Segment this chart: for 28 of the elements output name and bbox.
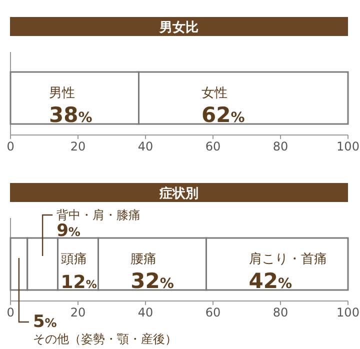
x-tick-label: 40 — [138, 306, 154, 320]
x-tick-label: 60 — [205, 306, 221, 320]
x-tick-label: 20 — [70, 140, 86, 154]
chart-title: 男女比 — [158, 20, 198, 36]
data-label: 38% — [48, 103, 92, 127]
x-tick-label: 40 — [138, 140, 154, 154]
data-label: 62% — [202, 103, 245, 127]
text: その他（姿勢・顎・産後） — [32, 332, 177, 346]
x-tick-label: 80 — [272, 306, 288, 320]
data-label: 5% — [32, 312, 57, 332]
x-tick-label: 60 — [205, 140, 221, 154]
x-tick-label: 100 — [336, 140, 360, 154]
x-tick-label: 0 — [6, 140, 14, 154]
series-label: 女性 — [202, 86, 228, 101]
data-label: 32% — [130, 269, 174, 293]
x-tick-label: 20 — [70, 306, 86, 320]
x-tick-label: 80 — [272, 140, 288, 154]
series-label: 背中・肩・膝痛 — [56, 208, 141, 222]
x-tick-label: 100 — [336, 306, 360, 320]
series-label: 腰痛 — [130, 252, 157, 267]
series-label: 肩こり・首痛 — [248, 251, 327, 267]
data-label: 42% — [248, 269, 292, 293]
data-label: 9% — [56, 221, 80, 241]
x-tick-label: 0 — [6, 306, 14, 320]
series-label: 男性 — [48, 86, 75, 101]
chart-title: 症状別 — [158, 186, 198, 202]
data-label: 12% — [60, 272, 97, 293]
series-label: 頭痛 — [60, 252, 87, 267]
